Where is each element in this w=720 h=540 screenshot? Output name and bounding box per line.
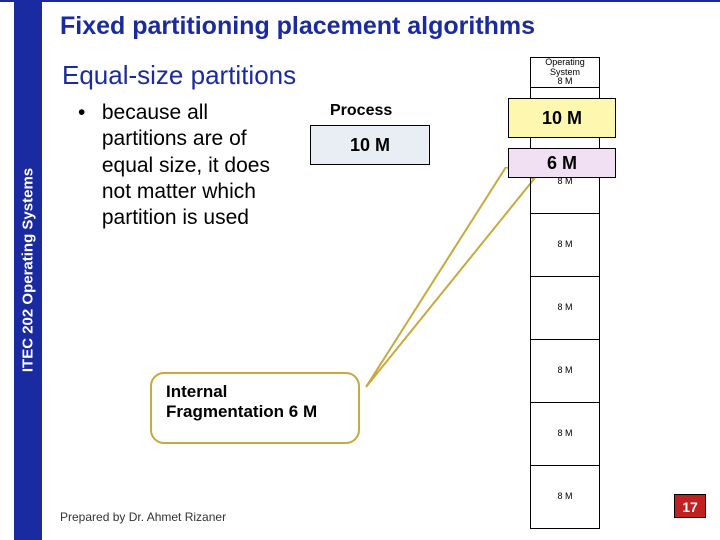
- slide: ITEC 202 Operating Systems Fixed partiti…: [0, 0, 720, 540]
- page-number: 17: [674, 494, 706, 518]
- mem-size: 8 M: [531, 240, 599, 250]
- mem-size: 8 M: [531, 429, 599, 439]
- mem-size: 8 M: [531, 177, 599, 187]
- slide-title: Fixed partitioning placement algorithms: [60, 12, 535, 41]
- bullet-text: because all partitions are of equal size…: [102, 100, 297, 231]
- callout-tail: [356, 167, 546, 397]
- memory-row: 8 M: [531, 276, 599, 339]
- memory-row-os: Operating System 8 M: [531, 58, 599, 87]
- mem-size: 8 M: [531, 303, 599, 313]
- memory-row: 8 M: [531, 339, 599, 402]
- os-size: 8 M: [531, 77, 599, 87]
- os-label: Operating System: [531, 58, 599, 78]
- mem-size: 8 M: [531, 492, 599, 502]
- top-bar: [0, 0, 720, 2]
- footer-author: Prepared by Dr. Ahmet Rizaner: [60, 510, 226, 524]
- process-label: Process: [330, 102, 392, 120]
- fragmentation-label: 6 M: [508, 148, 616, 178]
- slide-subtitle: Equal-size partitions: [62, 60, 296, 91]
- memory-row: 8 M: [531, 402, 599, 465]
- memory-row: 8 M: [531, 465, 599, 528]
- callout-box: Internal Fragmentation 6 M: [150, 372, 360, 444]
- bullet-item: • because all partitions are of equal si…: [78, 100, 298, 231]
- filled-partition-label: 10 M: [508, 98, 616, 138]
- memory-row: 8 M: [531, 213, 599, 276]
- sidebar-course-label: ITEC 202 Operating Systems: [20, 168, 37, 372]
- bullet-marker: •: [78, 100, 96, 126]
- process-box: 10 M: [310, 125, 430, 165]
- mem-size: 8 M: [531, 366, 599, 376]
